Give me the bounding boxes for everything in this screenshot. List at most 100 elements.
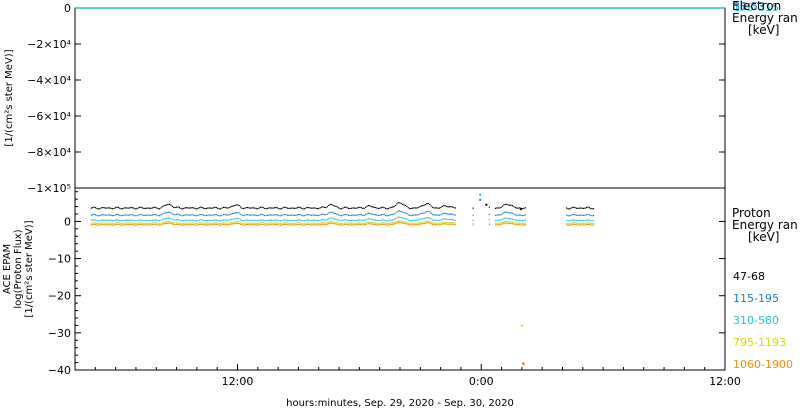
data-point-795-1193 <box>113 222 115 225</box>
data-point-115-195 <box>575 214 578 216</box>
data-point-115-195 <box>520 214 522 216</box>
data-point-1060-1900 <box>403 222 405 224</box>
data-point-115-195 <box>259 213 262 216</box>
data-point-310-580 <box>302 220 304 222</box>
data-point-115-195 <box>451 213 454 215</box>
data-point-1060-1900 <box>225 224 227 226</box>
data-point-795-1193 <box>386 223 388 225</box>
data-point-47-68 <box>291 207 293 209</box>
data-point-310-580 <box>430 218 432 220</box>
data-point-115-195 <box>191 214 193 216</box>
data-point-115-195 <box>124 214 126 216</box>
data-point-115-195 <box>141 214 144 216</box>
data-point-47-68 <box>516 207 518 209</box>
data-point-310-580 <box>239 219 242 221</box>
data-point-47-68 <box>427 202 429 205</box>
data-point-115-195 <box>362 214 364 216</box>
data-point-795-1193 <box>116 222 118 224</box>
data-point-47-68 <box>511 205 514 207</box>
data-point-795-1193 <box>271 222 273 224</box>
data-point-115-195 <box>188 214 190 216</box>
data-point-47-68 <box>247 206 249 209</box>
data-point-115-195 <box>168 211 171 213</box>
data-point-310-580 <box>520 219 522 222</box>
data-point-115-195 <box>207 214 209 216</box>
data-point-115-195 <box>156 214 158 216</box>
data-point-115-195 <box>266 214 269 216</box>
data-point-115-195 <box>390 213 392 216</box>
data-point-115-195 <box>439 214 441 216</box>
data-point-795-1193 <box>97 223 99 225</box>
data-point-310-580 <box>421 218 424 220</box>
data-point-310-580 <box>407 219 409 221</box>
data-point-47-68 <box>360 207 363 209</box>
data-point-115-195 <box>264 214 266 217</box>
data-point-310-580 <box>225 219 227 221</box>
data-point-47-68 <box>254 207 256 209</box>
data-point-795-1193 <box>373 222 375 224</box>
data-point-47-68 <box>348 207 350 210</box>
data-point-115-195 <box>336 213 338 215</box>
data-point-795-1193 <box>284 222 286 224</box>
data-point-47-68 <box>90 207 92 209</box>
data-point-1060-1900 <box>150 224 152 226</box>
data-point-310-580 <box>134 220 136 222</box>
data-point-310-580 <box>185 219 188 221</box>
data-point-310-580 <box>288 219 290 222</box>
data-point-47-68 <box>102 206 104 209</box>
data-point-1060-1900 <box>295 224 297 226</box>
data-point-1060-1900 <box>353 224 355 226</box>
data-point-310-580 <box>235 217 237 220</box>
data-point-795-1193 <box>311 222 313 224</box>
data-point-310-580 <box>157 220 159 222</box>
data-point-310-580 <box>291 219 293 221</box>
data-point-115-195 <box>416 214 418 216</box>
data-point-47-68 <box>453 206 455 209</box>
data-point-1060-1900 <box>299 223 301 226</box>
bottom-panel-frame <box>74 187 726 371</box>
data-point-795-1193 <box>276 222 279 224</box>
data-point-795-1193 <box>506 221 508 223</box>
data-point-1060-1900 <box>370 223 372 225</box>
data-point-115-195 <box>197 214 199 217</box>
data-point-1060-1900 <box>301 224 303 226</box>
data-point-47-68 <box>414 207 417 209</box>
data-point-47-68 <box>568 208 571 210</box>
data-point-115-195 <box>322 213 324 215</box>
data-point-115-195 <box>99 214 101 217</box>
data-point-795-1193 <box>286 222 289 224</box>
data-point-1060-1900 <box>447 223 449 225</box>
data-point-795-1193 <box>158 223 161 225</box>
data-point-310-580 <box>427 216 429 219</box>
data-point-47-68 <box>370 205 372 208</box>
data-point-795-1193 <box>411 222 414 224</box>
data-point-47-68 <box>234 204 236 207</box>
data-point-115-195 <box>504 211 507 213</box>
data-point-115-195 <box>295 214 297 216</box>
data-point-310-580 <box>441 218 444 220</box>
data-point-795-1193 <box>514 222 516 224</box>
data-point-795-1193 <box>516 222 518 224</box>
data-point-310-580 <box>146 219 148 221</box>
data-point-1060-1900 <box>247 223 249 226</box>
data-point-795-1193 <box>184 222 186 224</box>
data-point-310-580 <box>221 219 223 221</box>
data-point-115-195 <box>567 215 569 217</box>
data-point-795-1193 <box>507 221 509 223</box>
data-point-47-68 <box>394 204 397 207</box>
data-point-115-195 <box>409 214 411 217</box>
data-point-47-68 <box>363 207 365 209</box>
data-point-115-195 <box>130 214 132 216</box>
data-point-115-195 <box>183 214 185 217</box>
data-point-310-580 <box>450 218 452 221</box>
data-point-1060-1900 <box>567 224 569 226</box>
data-point-795-1193 <box>521 222 524 225</box>
data-point-795-1193 <box>92 222 94 224</box>
data-point-47-68 <box>211 207 213 209</box>
data-point-47-68 <box>200 206 202 208</box>
data-point-310-580 <box>245 219 247 221</box>
bottom-data-points <box>90 193 595 366</box>
data-point-47-68 <box>114 207 117 209</box>
data-point-795-1193 <box>434 222 436 224</box>
data-point-795-1193 <box>365 222 367 224</box>
